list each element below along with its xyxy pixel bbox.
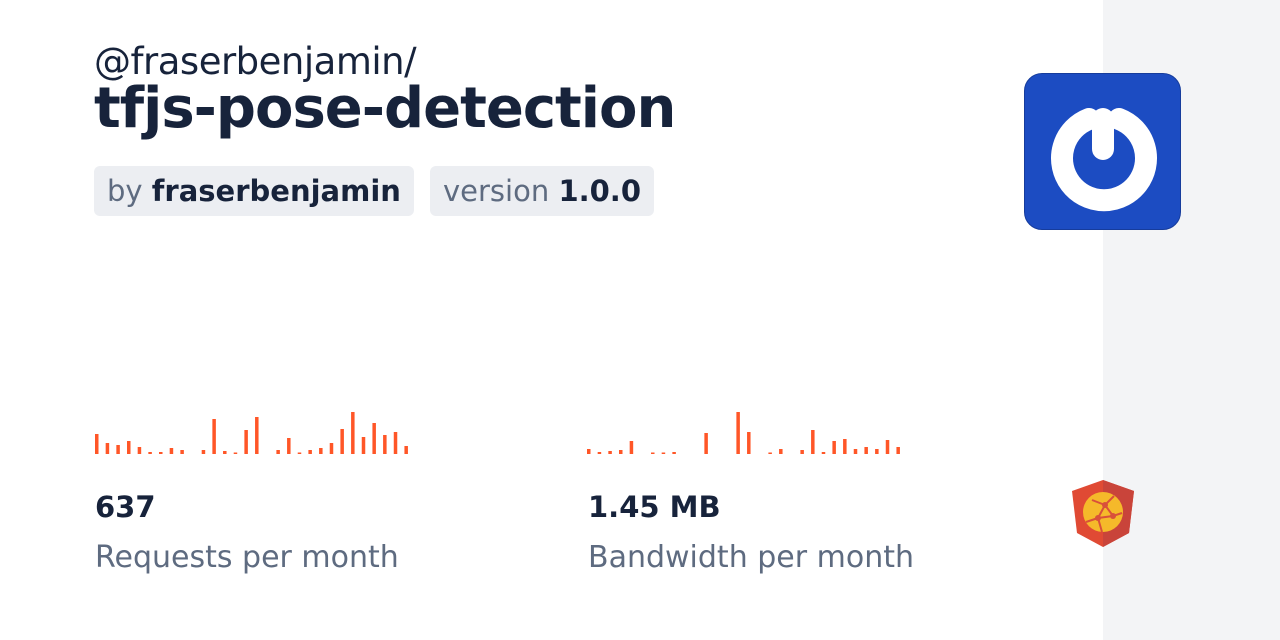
package-logo [1024, 73, 1181, 230]
sparkline-bar [159, 452, 163, 454]
sparkline-bar [116, 445, 120, 454]
sparkline-bar [661, 452, 666, 454]
sparkline-bar [372, 423, 376, 454]
sparkline-bar [747, 432, 751, 454]
author-prefix: by [107, 174, 143, 208]
package-scope: @fraserbenjamin/ [94, 40, 417, 83]
sparkline-bar [672, 452, 676, 454]
package-name: tfjs-pose-detection [94, 76, 676, 141]
sparkline-bar [587, 449, 591, 454]
sparkline-bar [864, 447, 868, 454]
sparkline-bar [329, 443, 334, 454]
sparkline-bar [223, 451, 227, 454]
sparkline-bar [832, 441, 836, 454]
sparkline-bar [629, 441, 634, 454]
requests-sparkline [95, 412, 408, 454]
sparkline-bar [361, 437, 366, 454]
requests-label: Requests per month [95, 540, 399, 575]
sparkline-bar [95, 434, 99, 454]
sparkline-bar [105, 443, 110, 454]
sparkline-bar [148, 452, 152, 454]
sparkline-bar [340, 429, 344, 454]
angular-shield-globe-icon [1072, 480, 1134, 547]
version-prefix: version [443, 174, 550, 208]
version-badge: version 1.0.0 [430, 166, 655, 216]
sparkline-bar [821, 452, 826, 454]
power-ring-icon [1051, 108, 1157, 212]
sparkline-bar [212, 419, 216, 454]
sparkline-bar [800, 450, 804, 454]
bandwidth-sparkline [587, 412, 900, 454]
version-number: 1.0.0 [558, 174, 642, 208]
sparkline-bar [608, 451, 612, 454]
sparkline-bar [875, 449, 879, 454]
sparkline-bar [127, 441, 131, 454]
sparkline-bar [244, 430, 248, 454]
sparkline-bar [383, 435, 387, 454]
sparkline-bar [619, 450, 623, 454]
sparkline-bar [255, 417, 259, 454]
sparkline-bar [853, 449, 858, 454]
sparkline-bar [811, 430, 815, 454]
sparkline-bar [843, 439, 847, 454]
sparkline-bar [393, 432, 398, 454]
sparkline-bar [404, 446, 408, 454]
sparkline-bar [351, 412, 355, 454]
bandwidth-value: 1.45 MB [588, 490, 721, 524]
sparkline-bar [597, 452, 602, 454]
sparkline-bar [308, 450, 312, 454]
bandwidth-label: Bandwidth per month [588, 540, 914, 575]
author-name: fraserbenjamin [151, 174, 401, 208]
sparkline-bar [137, 447, 142, 454]
sparkline-bar [297, 452, 302, 454]
requests-value: 637 [95, 490, 156, 524]
sparkline-bar [201, 450, 206, 454]
sparkline-bar [779, 449, 783, 454]
sparkline-bar [276, 450, 280, 454]
sparkline-bar [287, 438, 291, 454]
sparkline-bar [896, 447, 900, 454]
sparkline-bar [233, 452, 238, 454]
sparkline-bar [169, 448, 174, 454]
sparkline-bar [319, 448, 323, 454]
sparkline-bar [651, 452, 655, 454]
sparkline-bar [704, 433, 708, 454]
sparkline-bar [180, 450, 184, 454]
sparkline-bar [885, 440, 890, 454]
sparkline-bar [768, 452, 772, 454]
author-badge: by fraserbenjamin [94, 166, 414, 216]
sparkline-bar [736, 412, 740, 454]
